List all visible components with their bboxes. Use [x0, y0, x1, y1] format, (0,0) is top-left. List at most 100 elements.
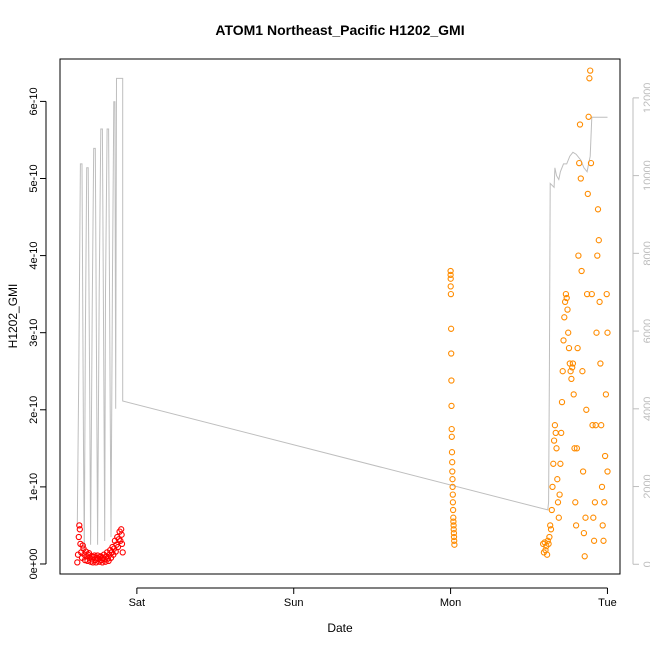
data-point-series-2	[568, 375, 575, 383]
data-point-series-2	[553, 445, 560, 452]
data-point-series-2	[450, 518, 457, 525]
data-point-series-2	[450, 522, 457, 529]
x-tick-label: Mon	[440, 597, 461, 609]
y-tick-label: 6e-10	[28, 87, 40, 115]
data-point-series-2	[551, 422, 559, 429]
data-point-series-2	[574, 344, 581, 352]
data-point-series-2	[451, 537, 458, 544]
data-point-series-2	[449, 499, 457, 506]
data-point-series-2	[449, 506, 457, 514]
data-point-series-2	[447, 271, 454, 279]
y2-tick-label: 12000	[642, 83, 650, 114]
data-point-series-2	[447, 290, 455, 298]
plot-frame	[59, 58, 621, 575]
data-point-series-2	[597, 360, 604, 367]
y-axis-label: H1202_GMI	[6, 284, 20, 349]
data-point-series-2	[451, 541, 458, 548]
data-point-series-2	[557, 460, 564, 467]
data-point-series-1	[118, 540, 126, 548]
data-point-series-2	[554, 476, 561, 483]
data-point-series-2	[448, 402, 455, 410]
x-axis-label: Date	[327, 621, 353, 635]
data-point-series-1	[76, 522, 83, 529]
data-point-series-2	[448, 449, 456, 456]
data-point-series-2	[449, 491, 456, 498]
data-point-series-2	[579, 368, 586, 375]
data-point-series-2	[447, 267, 454, 275]
data-point-series-2	[565, 329, 572, 336]
data-point-series-2	[601, 499, 608, 506]
plot-area: 0e+00 1e-10 2e-10 3e-10 4e-10 5e-10 6e-10 0 2000…	[28, 58, 650, 609]
data-point-series-2	[598, 483, 606, 491]
chart-title: ATOM1 Northeast_Pacific H1202_GMI	[215, 22, 464, 38]
data-point-series-2	[541, 539, 548, 546]
data-point-series-2	[554, 499, 562, 506]
data-point-series-2	[586, 75, 593, 82]
data-point-series-2	[585, 113, 592, 120]
data-point-series-2	[447, 283, 454, 290]
data-point-series-2	[576, 121, 584, 128]
data-point-series-2	[560, 337, 567, 344]
data-point-series-1	[114, 543, 122, 551]
data-point-series-2	[549, 483, 556, 491]
data-point-series-2	[577, 175, 584, 182]
data-point-series-2	[448, 425, 455, 433]
data-point-series-2	[584, 190, 591, 198]
data-point-series-2	[552, 429, 559, 437]
data-point-series-2	[587, 159, 595, 167]
data-point-series-2	[447, 325, 455, 332]
data-point-series-1	[75, 533, 82, 541]
data-point-series-2	[449, 459, 456, 466]
data-point-series-2	[562, 290, 570, 298]
data-point-series-2	[581, 553, 588, 560]
data-point-series-2	[598, 422, 605, 429]
y-tick-label: 2e-10	[28, 396, 40, 424]
data-point-series-2	[569, 364, 576, 371]
data-point-series-2	[561, 314, 568, 321]
data-point-series-2	[571, 445, 578, 452]
data-point-series-2	[604, 329, 611, 336]
y2-tick-label: 8000	[642, 241, 650, 265]
y-tick-label: 5e-10	[28, 164, 40, 192]
data-point-series-2	[573, 445, 581, 452]
data-point-series-2	[572, 522, 580, 529]
data-point-series-2	[580, 529, 588, 537]
data-point-series-2	[604, 468, 611, 475]
y-tick-label: 1e-10	[28, 473, 40, 501]
data-point-series-2	[450, 529, 458, 537]
data-point-series-2	[448, 350, 455, 357]
data-point-series-1	[74, 559, 81, 566]
x-tick-label: Sat	[129, 597, 146, 609]
data-point-series-2	[590, 514, 597, 521]
data-point-series-2	[544, 537, 551, 544]
data-point-series-2	[572, 499, 579, 506]
data-point-series-2	[450, 514, 457, 521]
x-tick-label: Sun	[284, 597, 304, 609]
data-point-series-2	[548, 506, 555, 514]
y-tick-label: 0e+00	[28, 549, 40, 580]
data-point-series-1	[115, 536, 122, 543]
y2-tick-label: 6000	[642, 319, 650, 343]
data-point-series-2	[550, 460, 557, 467]
data-point-series-2	[593, 329, 600, 336]
data-point-series-2	[450, 533, 458, 541]
data-point-series-1	[117, 537, 124, 544]
data-point-series-1	[118, 531, 125, 538]
data-point-series-2	[594, 252, 601, 259]
data-point-series-2	[595, 237, 602, 244]
data-point-series-2	[587, 67, 594, 74]
data-point-series-2	[449, 476, 456, 483]
data-point-series-2	[545, 540, 552, 548]
data-point-series-2	[603, 290, 610, 298]
data-point-series-1	[79, 542, 86, 549]
x-tick-label: Tue	[598, 597, 617, 609]
data-point-series-1	[119, 549, 126, 556]
data-point-series-2	[576, 159, 583, 167]
data-point-series-2	[550, 437, 558, 444]
data-point-series-2	[556, 491, 563, 498]
data-point-series-2	[588, 290, 595, 298]
data-point-series-2	[543, 551, 551, 558]
data-point-series-2	[567, 368, 574, 375]
data-point-series-2	[559, 368, 566, 375]
